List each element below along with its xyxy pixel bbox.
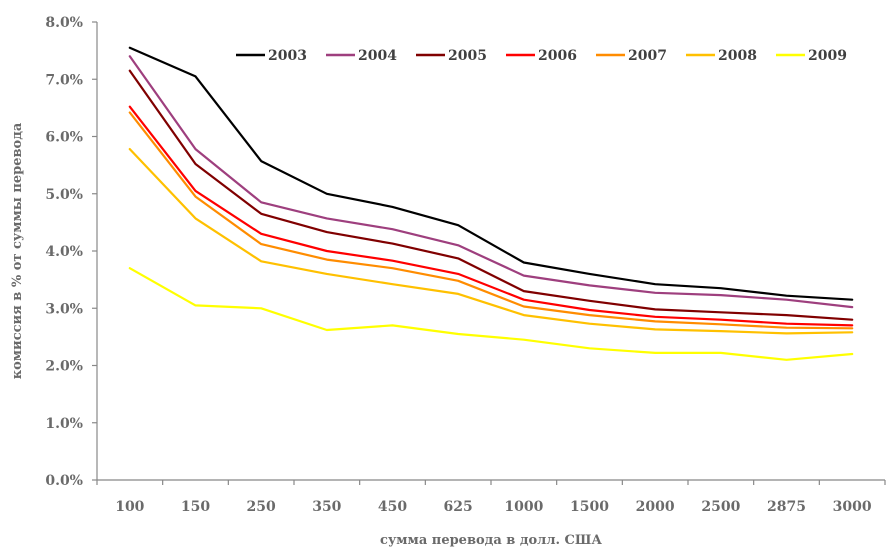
series-line-2005 [128,69,854,321]
legend-label-2003: 2003 [268,48,307,64]
x-tick-label: 3000 [833,499,872,515]
series-line-2007 [128,111,854,330]
series-lines [128,46,854,361]
x-tick-label: 1000 [504,499,543,515]
legend-label-2007: 2007 [628,48,667,64]
y-tick-label: 7.0% [45,72,83,88]
x-tick-label: 150 [181,499,210,515]
y-axis-title: комиссия в % от суммы перевода [10,122,25,379]
y-tick-label: 1.0% [45,416,83,432]
x-tick-label: 2875 [767,499,806,515]
y-tick-label: 4.0% [45,244,83,260]
legend-label-2006: 2006 [538,48,577,64]
series-line-2004 [128,55,854,309]
legend-label-2005: 2005 [448,48,487,64]
y-tick-label: 0.0% [45,473,83,489]
y-tick-label: 2.0% [45,359,83,375]
legend-label-2009: 2009 [808,48,847,64]
x-tick-label: 2000 [636,499,675,515]
y-tick-label: 3.0% [45,301,83,317]
y-tick-label: 5.0% [45,187,83,203]
x-tick-label: 450 [378,499,407,515]
legend-label-2008: 2008 [718,48,757,64]
x-tick-label: 100 [115,499,144,515]
y-tick-label: 6.0% [45,130,83,146]
series-line-2008 [128,148,854,335]
x-axis-title: сумма перевода в долл. США [380,533,602,548]
legend-label-2004: 2004 [358,48,397,64]
series-line-2003 [128,46,854,301]
axes: 0.0% 1.0% 2.0% 3.0% 4.0% 5.0% 6.0% 7.0% 8.0% 100 1… [45,15,886,515]
legend: 2003 2004 2005 2006 2007 2008 2009 [236,48,847,64]
y-tick-label: 8.0% [45,15,83,31]
x-tick-label: 625 [444,499,473,515]
x-tick-label: 250 [247,499,276,515]
series-line-2006 [128,105,854,327]
x-tick-label: 2500 [701,499,740,515]
series-line-2009 [128,267,854,361]
x-tick-label: 350 [312,499,341,515]
x-tick-label: 1500 [570,499,609,515]
